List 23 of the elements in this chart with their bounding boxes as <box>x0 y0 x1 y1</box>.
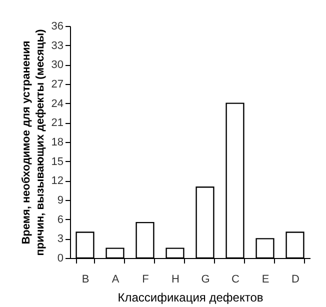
x-tick-label: F <box>142 274 150 286</box>
y-tick-label: 24 <box>51 98 64 110</box>
x-tick-label: E <box>262 274 270 286</box>
y-tick-label: 12 <box>51 175 64 188</box>
y-tick-label: 0 <box>57 252 64 264</box>
x-tick-label: C <box>232 274 240 286</box>
y-tick-label: 36 <box>51 20 64 32</box>
y-tick-label: 30 <box>51 59 64 72</box>
y-tick-label: 18 <box>51 136 64 148</box>
x-axis-title: Классификация дефектов <box>118 290 264 304</box>
y-tick-label: 21 <box>51 117 64 130</box>
y-axis-title: Время, необходимое для устранения причин, вызывающих дефекты (месяцы) <box>20 28 46 256</box>
y-tick-label: 3 <box>57 233 64 246</box>
y-tick-label: 6 <box>57 214 64 226</box>
y-tick-label: 33 <box>51 40 64 52</box>
x-tick-label: H <box>172 274 180 286</box>
x-tick-label: D <box>292 274 300 286</box>
y-tick-label: 9 <box>57 194 64 206</box>
y-tick-label: 15 <box>51 156 64 168</box>
x-tick-label: B <box>82 274 90 286</box>
x-tick-label: G <box>201 274 210 286</box>
y-tick-label: 27 <box>51 78 64 90</box>
x-tick-label: A <box>112 274 120 286</box>
